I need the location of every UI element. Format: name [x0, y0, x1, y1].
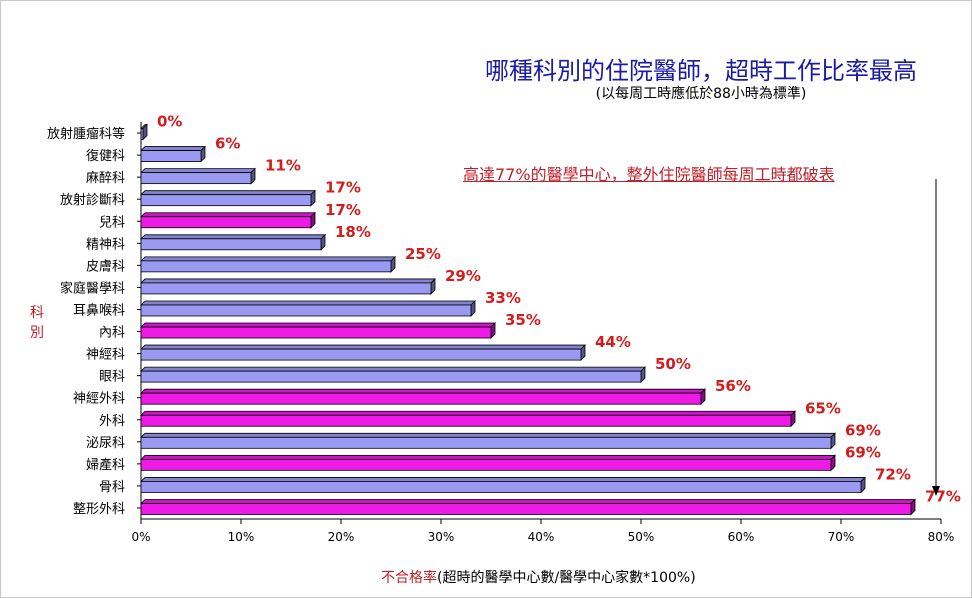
value-label: 18%: [335, 223, 371, 241]
category-label: 泌尿科: [86, 436, 125, 451]
bar-top-face: [141, 345, 585, 349]
bar: [141, 173, 251, 184]
category-label: 放射診斷科: [60, 192, 125, 208]
x-tick-label: 40%: [528, 530, 555, 544]
bar: [141, 371, 641, 382]
value-label: 17%: [325, 201, 361, 219]
category-label: 復健科: [86, 148, 125, 164]
bar: [141, 393, 701, 404]
x-tick-label: 0%: [131, 530, 150, 544]
category-label: 整形外科: [73, 502, 125, 517]
value-label: 77%: [925, 487, 961, 505]
category-label: 家庭醫學科: [60, 280, 125, 296]
bar: [141, 349, 581, 360]
bar-top-face: [141, 213, 315, 217]
value-label: 35%: [505, 311, 541, 329]
bar-top-face: [141, 477, 865, 481]
category-label: 骨科: [99, 480, 125, 495]
x-tick-label: 80%: [928, 530, 955, 544]
bar: [141, 129, 143, 140]
bar: [141, 195, 311, 206]
value-label: 6%: [215, 135, 240, 153]
x-tick-label: 50%: [628, 530, 655, 544]
category-label: 精神科: [86, 237, 125, 252]
value-label: 69%: [845, 443, 881, 461]
value-label: 33%: [485, 289, 521, 307]
category-label: 外科: [99, 414, 125, 429]
value-label: 72%: [875, 465, 911, 483]
value-label: 17%: [325, 179, 361, 197]
category-label: 兒科: [99, 215, 125, 230]
value-label: 11%: [265, 157, 301, 175]
bar: [141, 437, 831, 448]
x-tick-label: 60%: [728, 530, 755, 544]
value-label: 50%: [655, 355, 691, 373]
value-label: 0%: [157, 113, 182, 131]
bar-top-face: [141, 235, 325, 239]
bar: [141, 415, 791, 426]
category-label: 神經外科: [73, 392, 125, 407]
bar-top-face: [141, 323, 495, 327]
bar-top-face: [141, 411, 795, 415]
x-tick-label: 30%: [428, 530, 455, 544]
value-label: 44%: [595, 333, 631, 351]
bar: [141, 151, 201, 162]
category-label: 婦產科: [86, 457, 125, 473]
bar-top-face: [141, 147, 205, 151]
x-tick-label: 10%: [228, 530, 255, 544]
bar: [141, 283, 431, 294]
bar-top-face: [141, 367, 645, 371]
category-label: 眼科: [99, 370, 125, 385]
x-tick-label: 20%: [328, 530, 355, 544]
category-label: 耳鼻喉科: [73, 302, 125, 318]
bar-top-face: [141, 389, 705, 393]
value-label: 25%: [405, 245, 441, 263]
bar: [141, 261, 391, 272]
bar-top-face: [141, 455, 835, 459]
bar-top-face: [141, 279, 435, 283]
bar-top-face: [141, 191, 315, 195]
value-label: 69%: [845, 421, 881, 439]
bar-top-face: [141, 433, 835, 437]
bar-top-face: [141, 257, 395, 261]
value-label: 56%: [715, 377, 751, 395]
bar-top-face: [141, 169, 255, 173]
bar: [141, 239, 321, 250]
category-label: 放射腫瘤科等: [47, 126, 125, 142]
chart-frame: 哪種科別的住院醫師，超時工作比率最高 (以每周工時應低於88小時為標準) 高達7…: [0, 0, 972, 598]
bar: [141, 327, 491, 338]
category-label: 皮膚科: [86, 258, 125, 274]
bar-chart: 0% 10% 20% 30% 40% 50% 60% 70% 80% 放射腫瘤科等 0% 復健科 6% 麻…: [1, 1, 971, 597]
category-label: 內科: [99, 326, 125, 341]
value-label: 65%: [805, 399, 841, 417]
x-tick-label: 70%: [828, 530, 855, 544]
value-label: 29%: [445, 267, 481, 285]
bar: [141, 305, 471, 316]
bar-top-face: [141, 301, 475, 305]
category-label: 麻醉科: [86, 170, 125, 186]
bar: [141, 217, 311, 228]
bar: [141, 503, 911, 514]
bar-top-face: [141, 499, 915, 503]
bar: [141, 481, 861, 492]
category-label: 神經科: [86, 348, 125, 363]
bar: [141, 459, 831, 470]
